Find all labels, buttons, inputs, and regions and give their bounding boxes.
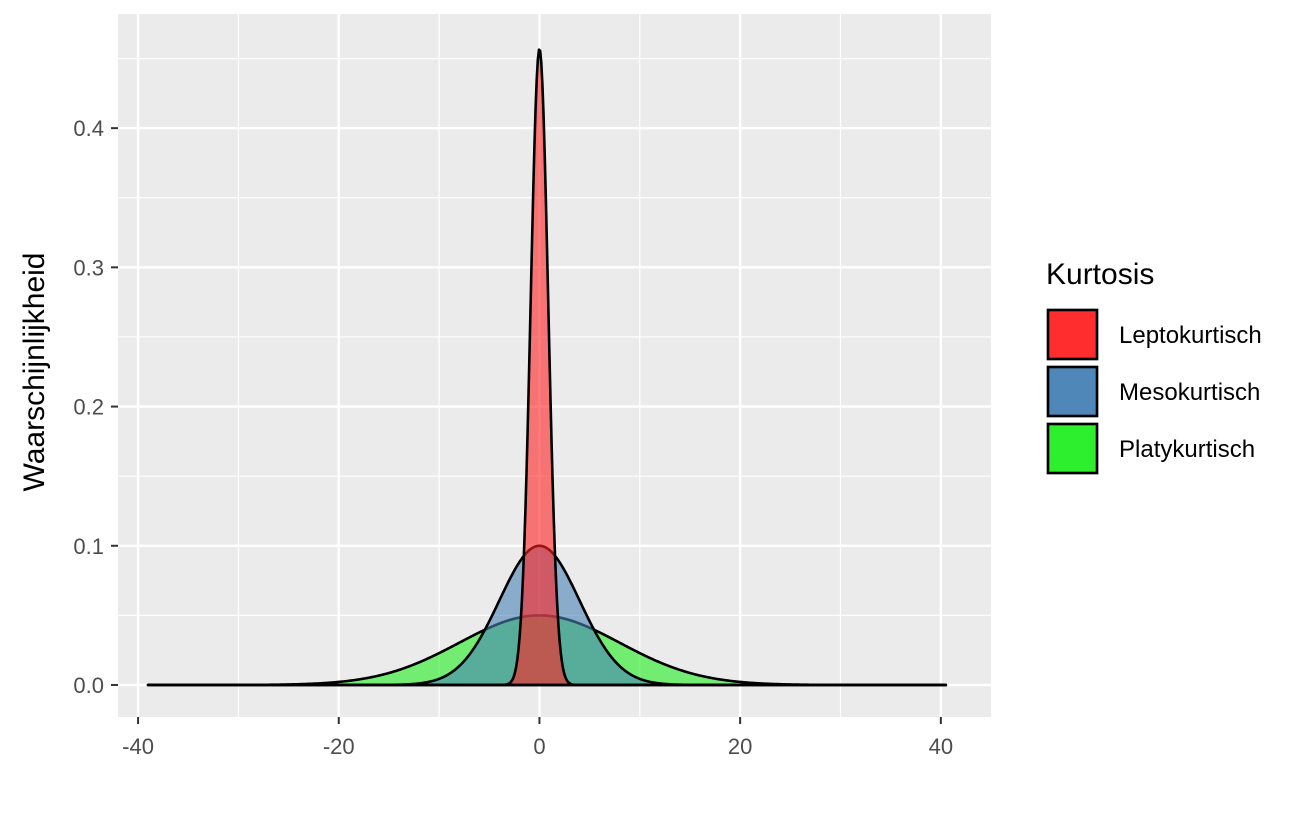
- x-tick-label: 0: [533, 734, 545, 759]
- y-axis-title: Waarschijnlijkheid: [18, 253, 51, 492]
- density-areas: [146, 48, 948, 687]
- legend-key-platykurtisch: [1046, 422, 1099, 475]
- legend-label-leptokurtisch: Leptokurtisch: [1119, 322, 1262, 349]
- y-tick-label: 0.2: [73, 395, 104, 420]
- legend-key-mesokurtisch: [1046, 365, 1099, 418]
- axes: -40 -20 0 20 40 0.0 0.1 0.2 0.3 0.4: [73, 116, 953, 759]
- y-tick-label: 0.1: [73, 534, 104, 559]
- y-tick-label: 0.3: [73, 255, 104, 280]
- legend: Kurtosis Leptokurtisch Mesokurtisch Platyk…: [1046, 258, 1262, 475]
- legend-title: Kurtosis: [1046, 258, 1154, 291]
- x-tick-label: -40: [122, 734, 154, 759]
- y-tick-label: 0.4: [73, 116, 104, 141]
- legend-key-leptokurtisch: [1046, 308, 1099, 361]
- x-tick-label: 20: [728, 734, 752, 759]
- density-area-leptokurtisch: [146, 48, 948, 687]
- legend-label-mesokurtisch: Mesokurtisch: [1119, 379, 1260, 406]
- y-tick-label: 0.0: [73, 673, 104, 698]
- legend-label-platykurtisch: Platykurtisch: [1119, 436, 1255, 463]
- x-tick-label: 40: [929, 734, 953, 759]
- x-tick-label: -20: [323, 734, 355, 759]
